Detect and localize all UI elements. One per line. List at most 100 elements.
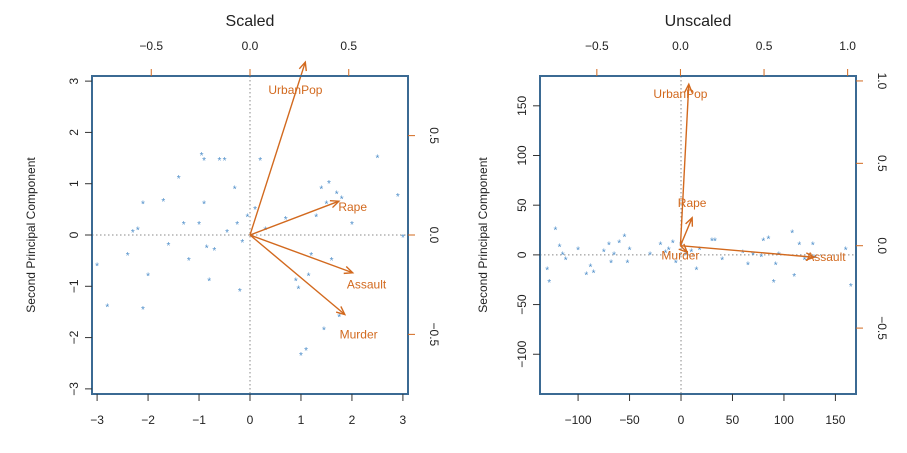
data-point: * (671, 238, 675, 249)
data-point: * (294, 277, 298, 288)
data-point: * (225, 228, 229, 239)
data-point: * (177, 174, 181, 185)
panel-unscaled: Unscaled***** ************* *** ***** **** **… (476, 13, 889, 427)
data-point: * (200, 151, 204, 162)
data-point: * (202, 156, 206, 167)
data-point: * (547, 278, 551, 289)
data-point: * (558, 242, 562, 253)
data-point: * (602, 247, 606, 258)
data-point: * (299, 351, 303, 362)
data-point: * (777, 250, 781, 261)
x-tick-label: −50 (619, 413, 640, 427)
loading-label-assault: Assault (806, 250, 846, 264)
y-axis-label: Second Principal Component (24, 157, 38, 313)
data-point: * (844, 245, 848, 256)
data-point: * (166, 241, 170, 252)
y-tick-label: 50 (515, 198, 529, 212)
top-tick-label: −0.5 (585, 39, 609, 53)
plot-frame (539, 75, 857, 395)
data-point: * (609, 258, 613, 269)
x-tick-label: 150 (825, 413, 845, 427)
x-tick-label: −3 (90, 413, 104, 427)
data-point: * (202, 200, 206, 211)
data-point: * (664, 248, 668, 259)
top-tick-label: −0.5 (139, 39, 163, 53)
data-point: * (146, 272, 150, 283)
data-point: * (223, 156, 227, 167)
data-point: * (396, 192, 400, 203)
data-point: * (253, 205, 257, 216)
loading-arrow-rape (249, 200, 340, 236)
data-point: * (774, 260, 778, 271)
data-point: * (330, 256, 334, 267)
y-tick-label: −50 (515, 294, 529, 315)
data-point: * (238, 287, 242, 298)
data-point: * (263, 225, 267, 236)
right-tick-label: 1.0 (875, 73, 889, 90)
y-tick-label: 100 (515, 145, 529, 165)
data-point: * (767, 234, 771, 245)
x-tick-label: 50 (726, 413, 740, 427)
data-point: * (626, 258, 630, 269)
data-point: * (648, 250, 652, 261)
y-tick-label: 0 (67, 231, 81, 238)
x-tick-label: 1 (298, 413, 305, 427)
data-point: * (545, 265, 549, 276)
data-point: * (136, 225, 140, 236)
data-point: * (746, 260, 750, 271)
arrowhead-assault (805, 252, 816, 261)
data-point: * (187, 256, 191, 267)
data-point: * (713, 236, 717, 247)
data-point: * (322, 325, 326, 336)
data-point: * (375, 154, 379, 165)
data-point: * (161, 197, 165, 208)
data-point: * (207, 277, 211, 288)
chart-title: Scaled (226, 13, 275, 30)
data-point: * (337, 313, 341, 324)
x-tick-label: −2 (141, 413, 155, 427)
arrowhead-urbanpop (298, 60, 307, 72)
data-point: * (284, 215, 288, 226)
data-point: * (628, 245, 632, 256)
data-point: * (622, 232, 626, 243)
right-tick-label: 0.5 (427, 127, 441, 144)
data-point: * (205, 243, 209, 254)
data-point: * (576, 245, 580, 256)
data-point: * (217, 156, 221, 167)
y-tick-label: 1 (67, 180, 81, 187)
y-tick-label: 2 (67, 129, 81, 136)
data-point: * (197, 220, 201, 231)
x-tick-label: 2 (349, 413, 356, 427)
data-point: * (235, 220, 239, 231)
x-tick-label: 3 (400, 413, 407, 427)
data-point: * (803, 255, 807, 266)
loading-label-urbanpop: UrbanPop (268, 83, 322, 97)
arrowhead-rape (329, 200, 341, 209)
y-axis-label: Second Principal Component (476, 157, 490, 313)
data-point: * (695, 265, 699, 276)
loading-arrow-rape (679, 217, 693, 246)
data-point: * (105, 302, 109, 313)
data-point: * (141, 305, 145, 316)
data-point: * (698, 245, 702, 256)
data-point: * (314, 213, 318, 224)
data-point: * (212, 246, 216, 257)
y-tick-label: 150 (515, 95, 529, 115)
data-point: * (564, 255, 568, 266)
loading-label-rape: Rape (678, 196, 707, 210)
loading-arrow-murder (249, 234, 346, 316)
right-tick-label: 0.5 (875, 155, 889, 172)
x-tick-label: −100 (565, 413, 592, 427)
data-point: * (319, 184, 323, 195)
data-point: * (710, 236, 714, 247)
arrowhead-assault (343, 265, 355, 275)
data-point: * (588, 262, 592, 273)
data-point: * (95, 261, 99, 272)
data-point: * (296, 284, 300, 295)
data-point: * (245, 213, 249, 224)
loading-arrow-assault (680, 245, 815, 258)
data-point: * (684, 250, 688, 261)
data-point: * (792, 272, 796, 283)
